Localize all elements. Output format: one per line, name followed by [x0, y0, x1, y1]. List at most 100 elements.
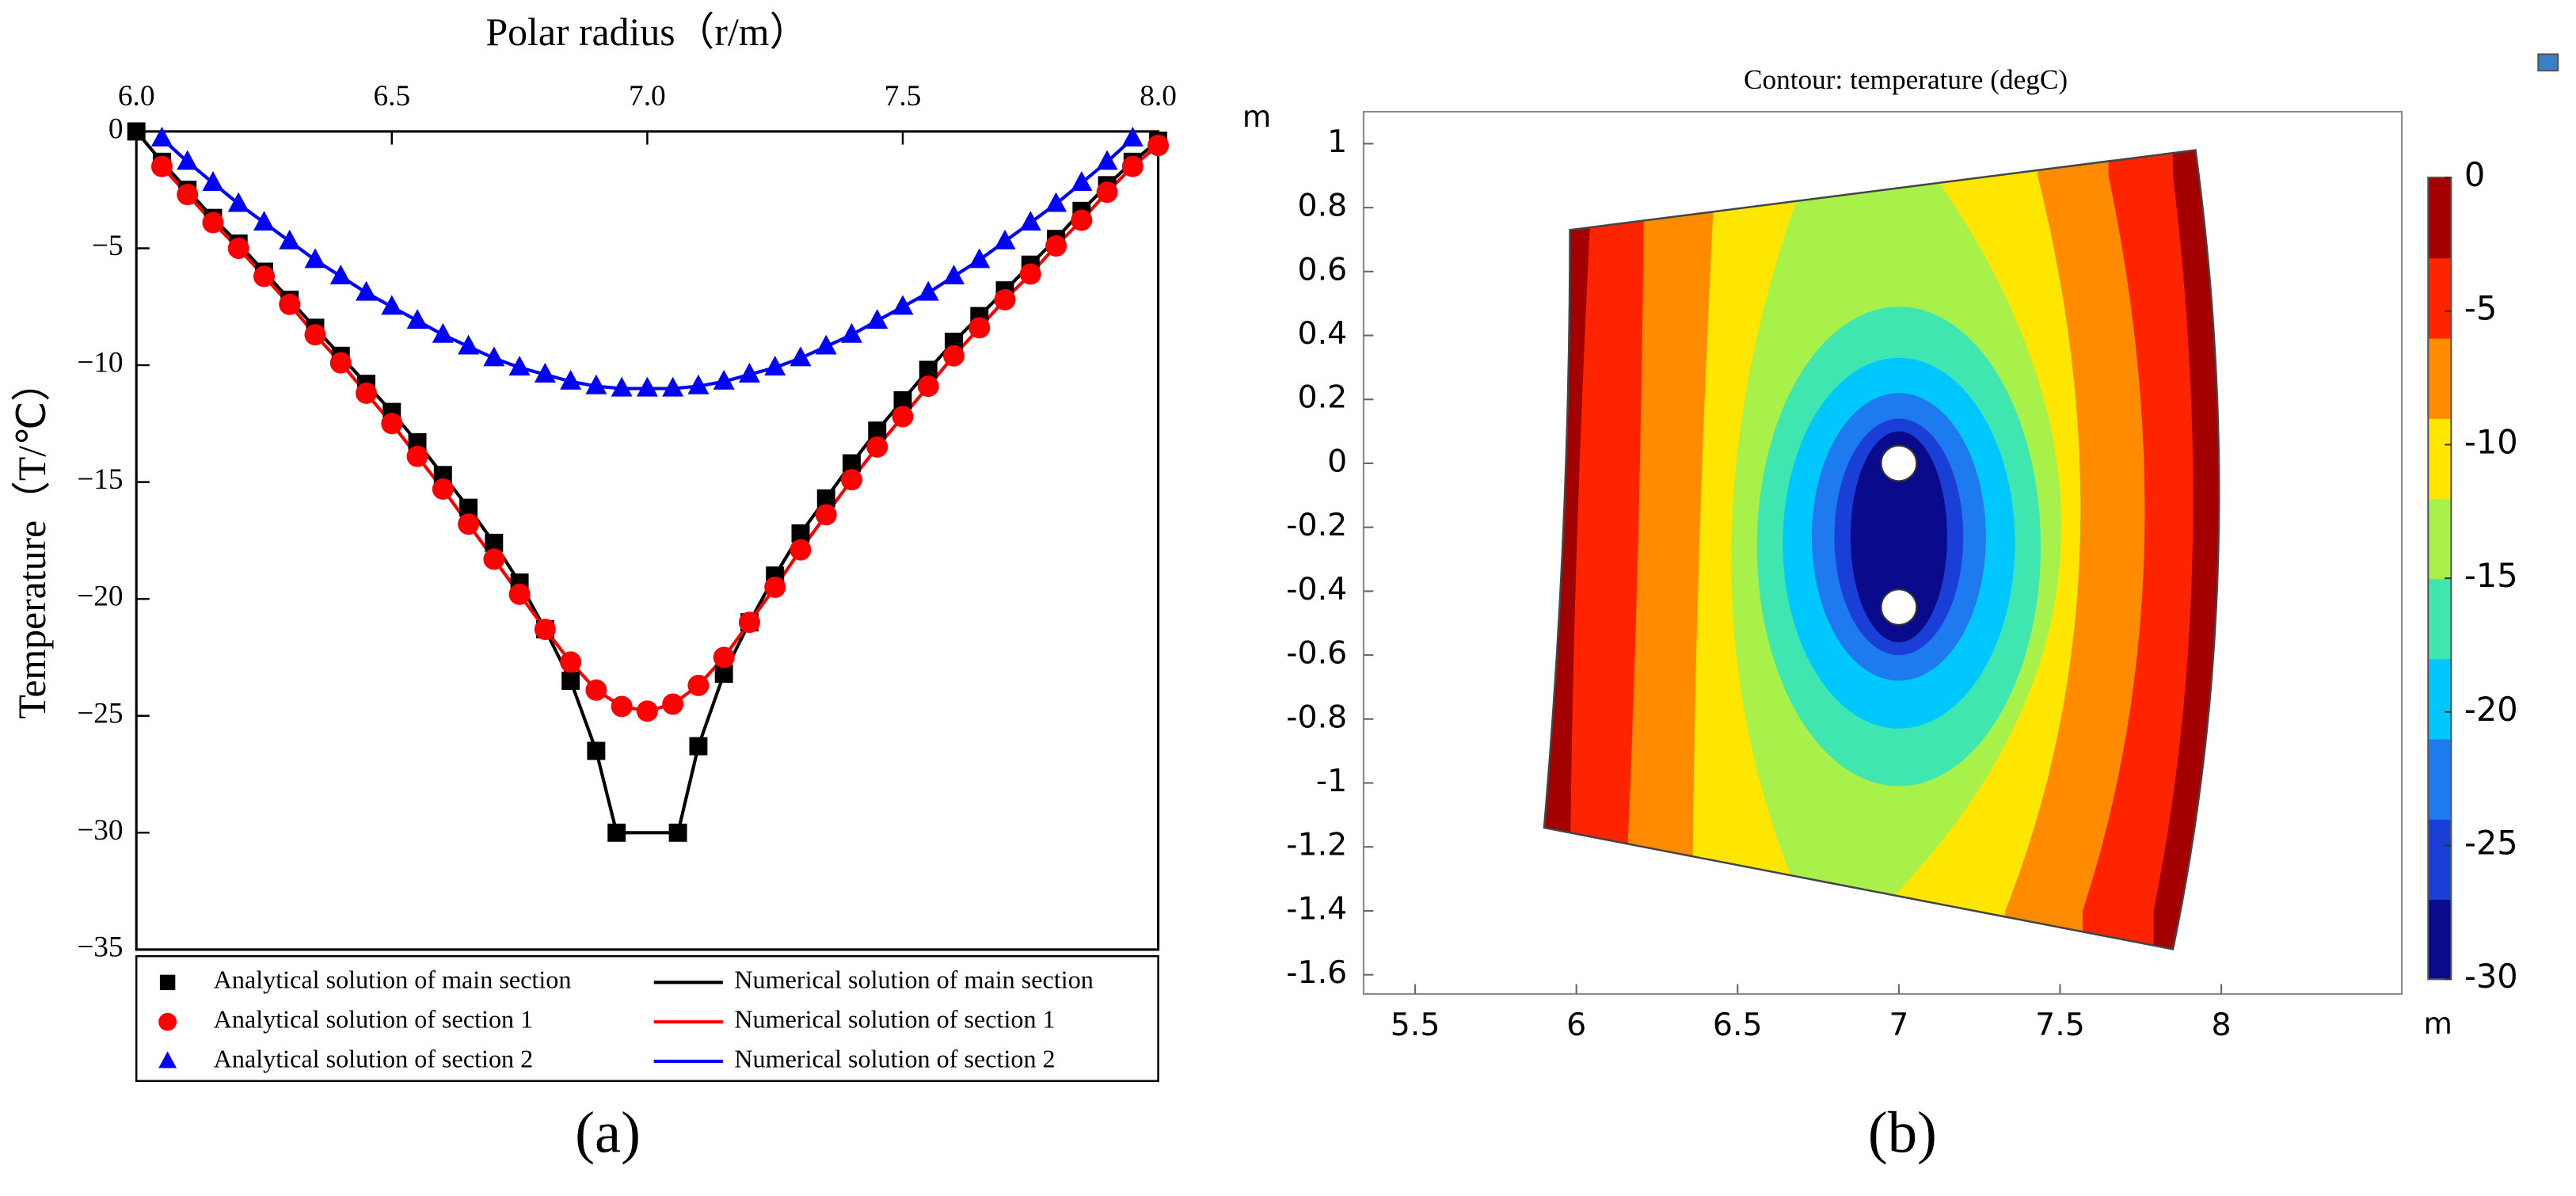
domain-outline: [1543, 149, 2220, 950]
marker: [304, 248, 326, 269]
marker: [150, 155, 173, 177]
marker: [458, 334, 480, 355]
marker: [893, 390, 912, 409]
marker: [662, 376, 684, 397]
marker: [738, 611, 760, 634]
marker: [943, 345, 965, 367]
colorbar-tick-label: -20: [2464, 690, 2518, 729]
colorbar-tick-label: -25: [2464, 824, 2518, 863]
marker: [607, 823, 626, 842]
icon: [2537, 53, 2559, 72]
y-tick-label: 0: [1327, 443, 1347, 479]
marker: [508, 583, 531, 605]
y-axis-unit: m: [1242, 99, 1271, 134]
marker: [840, 469, 862, 491]
marker: [508, 356, 531, 376]
marker: [585, 374, 607, 394]
marker: [1096, 150, 1118, 170]
marker: [815, 504, 837, 526]
marker: [1096, 181, 1118, 204]
marker: [158, 1051, 177, 1068]
marker: [534, 363, 556, 383]
caption: (a): [575, 1100, 641, 1166]
marker: [534, 619, 556, 641]
marker: [687, 674, 710, 696]
marker: [943, 265, 965, 285]
marker: [432, 478, 454, 500]
marker: [791, 524, 810, 543]
marker: [662, 693, 684, 715]
x-tick-label: 7.5: [885, 80, 922, 112]
marker: [919, 360, 938, 379]
y-tick-label: 0.2: [1298, 379, 1348, 416]
marker: [1121, 126, 1143, 147]
marker: [381, 413, 403, 435]
hole: [1880, 588, 1918, 626]
marker: [738, 363, 760, 383]
marker: [1045, 235, 1067, 257]
marker: [1019, 263, 1041, 285]
x-tick-label: 7: [1889, 1007, 1908, 1043]
marker: [1071, 209, 1093, 231]
y-tick-label: -1.6: [1286, 954, 1347, 991]
y-tick-label: −35: [77, 931, 123, 963]
marker: [892, 295, 914, 315]
marker: [611, 695, 633, 718]
marker: [177, 184, 199, 206]
marker: [764, 356, 786, 376]
marker: [843, 454, 861, 473]
marker: [636, 700, 658, 722]
colorbar-segment: [2428, 578, 2452, 660]
marker: [483, 548, 505, 570]
y-tick-label: 0.6: [1298, 251, 1348, 288]
x-tick-label: 7.5: [2035, 1007, 2085, 1043]
x-tick-label: 8.0: [1140, 80, 1177, 112]
marker: [253, 265, 275, 288]
marker: [253, 211, 275, 231]
marker: [713, 646, 735, 668]
colorbar-segment: [2428, 177, 2452, 259]
marker: [840, 322, 862, 343]
x-tick-label: 5.5: [1391, 1007, 1440, 1043]
marker: [687, 374, 710, 394]
y-tick-label: 0.4: [1298, 315, 1348, 352]
marker: [406, 445, 428, 467]
y-tick-label: -0.8: [1286, 699, 1347, 735]
contour-band: [1850, 431, 1947, 642]
y-tick-label: −5: [92, 230, 124, 262]
marker: [356, 280, 378, 301]
marker: [868, 421, 887, 440]
legend-label: Numerical solution of section 2: [734, 1044, 1055, 1072]
plot-frame: [135, 130, 1160, 951]
marker: [432, 322, 454, 343]
marker: [764, 576, 786, 598]
x-tick-label: 6.5: [1713, 1007, 1763, 1043]
x-axis-unit: m: [2424, 1006, 2452, 1041]
y-tick-label: -1.2: [1286, 827, 1347, 863]
legend-label: Numerical solution of section 1: [734, 1005, 1055, 1034]
marker: [459, 498, 478, 517]
marker: [202, 211, 224, 234]
marker: [381, 295, 403, 315]
x-tick-label: 7.0: [629, 80, 666, 112]
colorbar-segment: [2428, 337, 2452, 419]
y-tick-label: −15: [77, 463, 123, 496]
colorbar-tick-label: -10: [2464, 422, 2518, 461]
marker: [329, 352, 352, 374]
marker: [713, 369, 735, 390]
marker: [560, 651, 582, 673]
y-tick-label: -0.2: [1286, 507, 1347, 543]
marker: [585, 679, 607, 701]
legend-box: [135, 954, 1159, 1083]
colorbar-segment: [2428, 497, 2452, 580]
colorbar-segment: [2428, 417, 2452, 499]
marker: [866, 436, 888, 458]
marker: [304, 324, 326, 346]
legend-label: Analytical solution of main section: [214, 966, 572, 994]
colorbar-tick-label: -30: [2464, 957, 2518, 996]
marker: [790, 539, 812, 561]
marker: [587, 741, 606, 760]
marker: [892, 406, 914, 428]
marker: [668, 823, 687, 842]
y-tick-label: -1.4: [1286, 890, 1347, 927]
